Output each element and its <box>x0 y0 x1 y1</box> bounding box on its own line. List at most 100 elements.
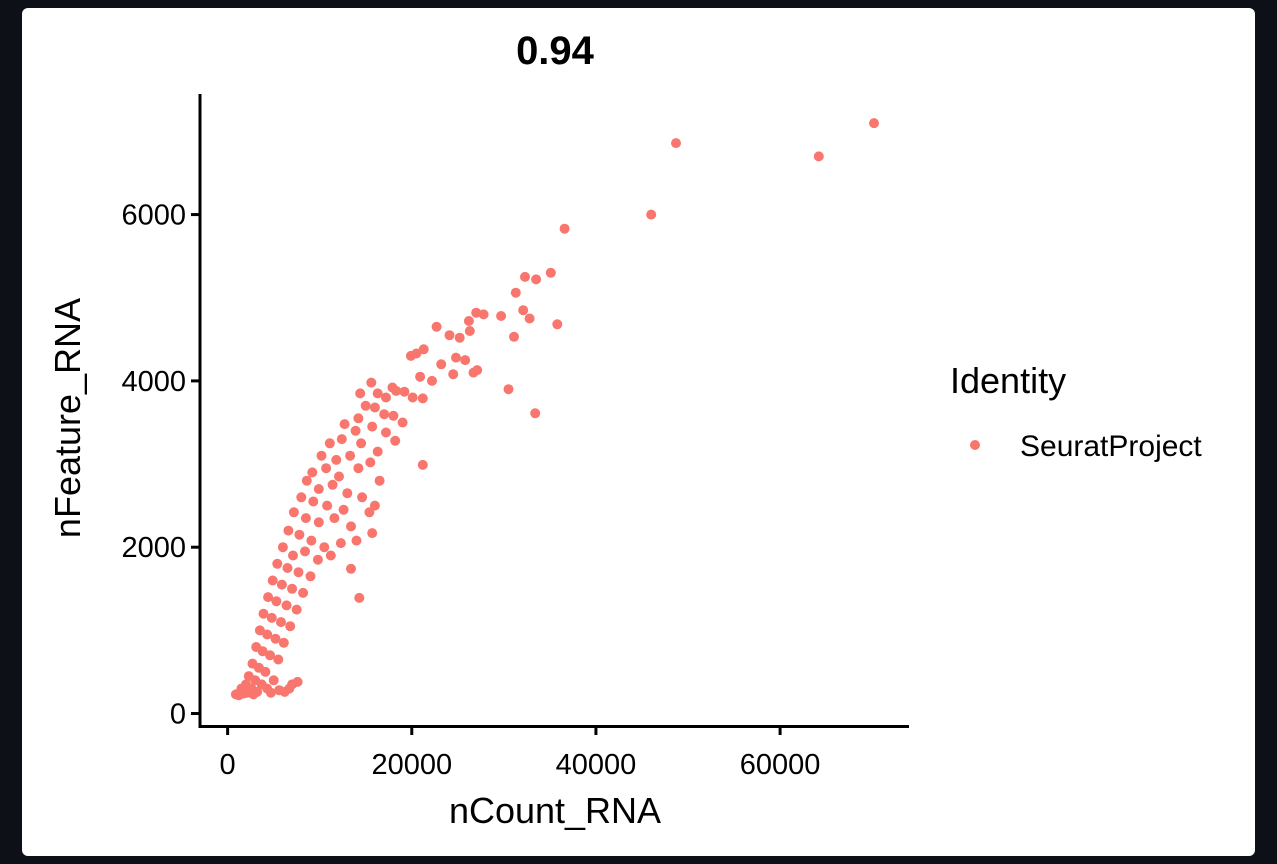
x-tick-label: 0 <box>220 749 236 781</box>
data-point <box>671 138 681 149</box>
data-point <box>342 488 353 499</box>
data-point <box>324 438 335 449</box>
data-point <box>524 313 535 324</box>
data-point <box>552 319 563 330</box>
data-point <box>301 475 312 486</box>
legend: Identity SeuratProject <box>950 360 1202 463</box>
data-point <box>431 321 442 332</box>
data-point <box>390 435 401 446</box>
data-point <box>262 629 273 640</box>
data-point <box>869 118 879 129</box>
data-point <box>238 688 249 699</box>
data-point <box>287 583 298 594</box>
data-point <box>355 388 366 399</box>
data-point <box>284 683 295 694</box>
data-point <box>316 450 327 461</box>
data-point <box>283 525 294 536</box>
data-point <box>276 579 287 590</box>
data-point <box>288 550 298 561</box>
y-tick-label: 2000 <box>121 532 186 564</box>
data-point <box>530 408 541 419</box>
data-point <box>464 326 475 336</box>
data-point <box>417 459 428 470</box>
data-point <box>345 450 356 461</box>
data-point <box>313 517 324 528</box>
data-point <box>327 479 338 490</box>
data-point <box>372 388 383 399</box>
data-point <box>353 413 364 424</box>
data-point <box>321 463 332 474</box>
legend-key-seuratproject <box>970 440 980 450</box>
data-point <box>265 687 276 698</box>
data-point <box>300 546 310 557</box>
x-tick-label: 60000 <box>740 749 821 781</box>
data-point <box>288 507 299 518</box>
data-point <box>322 500 333 511</box>
data-point <box>427 375 437 386</box>
data-point <box>417 393 428 404</box>
data-point <box>278 637 289 648</box>
data-point <box>369 500 380 511</box>
data-point <box>367 421 378 432</box>
x-axis-label: nCount_RNA <box>449 790 661 831</box>
data-point <box>230 689 241 700</box>
y-ticks: 0 2000 4000 6000 <box>121 200 200 731</box>
data-point <box>294 529 305 540</box>
data-point <box>272 558 283 569</box>
data-point <box>397 417 408 428</box>
data-point <box>329 513 340 524</box>
data-point <box>296 492 307 503</box>
data-point <box>381 427 391 438</box>
data-point <box>273 654 284 665</box>
data-point <box>334 471 344 482</box>
data-point <box>520 271 530 282</box>
data-point <box>336 434 347 445</box>
data-point <box>357 492 368 503</box>
data-point <box>293 567 304 578</box>
data-point <box>364 507 375 518</box>
data-point <box>267 575 278 586</box>
data-point <box>451 352 461 363</box>
data-point <box>369 402 380 413</box>
data-point <box>276 617 286 628</box>
data-point <box>372 446 383 457</box>
data-point <box>365 457 376 468</box>
data-point <box>257 646 268 657</box>
data-point <box>338 504 349 515</box>
data-point <box>356 438 367 449</box>
data-point <box>331 454 342 465</box>
data-point <box>407 392 418 403</box>
data-point <box>545 267 556 278</box>
data-point <box>518 305 529 316</box>
data-point <box>282 563 293 573</box>
y-tick-label: 4000 <box>121 366 186 398</box>
chart-title: 0.94 <box>516 29 595 73</box>
data-point <box>307 467 318 478</box>
data-point <box>281 600 292 611</box>
data-point <box>388 410 399 421</box>
y-axis-label: nFeature_RNA <box>47 298 88 538</box>
data-point <box>468 367 479 378</box>
x-tick-label: 20000 <box>371 749 452 781</box>
data-point <box>312 554 323 565</box>
data-point <box>448 369 459 380</box>
data-point <box>291 604 302 615</box>
data-point <box>305 571 316 582</box>
data-point <box>509 331 519 342</box>
data-point <box>415 371 426 382</box>
data-point <box>463 316 474 326</box>
x-ticks: 0 20000 40000 60000 <box>220 726 821 781</box>
y-tick-label: 6000 <box>121 200 186 232</box>
data-point <box>379 409 390 420</box>
data-point <box>285 621 296 632</box>
data-point <box>478 309 489 320</box>
data-point <box>405 350 416 361</box>
data-point <box>270 633 281 644</box>
data-point <box>306 535 317 546</box>
data-point <box>263 592 274 603</box>
data-point <box>313 484 324 494</box>
data-point <box>258 608 269 619</box>
data-point <box>260 666 271 677</box>
data-point <box>300 513 311 524</box>
data-point <box>360 400 371 411</box>
